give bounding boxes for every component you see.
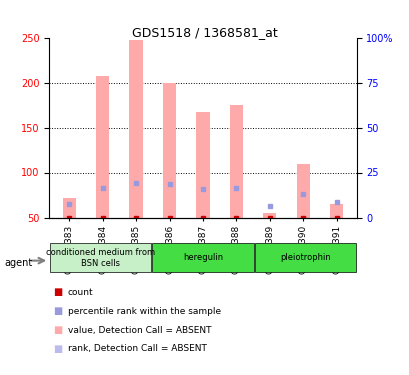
Text: conditioned medium from
BSN cells: conditioned medium from BSN cells [46, 248, 155, 267]
Text: percentile rank within the sample: percentile rank within the sample [67, 307, 220, 316]
Bar [96, 76, 109, 217]
FancyBboxPatch shape [50, 243, 151, 272]
Bar [263, 213, 276, 217]
FancyBboxPatch shape [152, 243, 253, 272]
Bar [129, 40, 142, 218]
FancyBboxPatch shape [254, 243, 355, 272]
Bar [196, 112, 209, 218]
Bar [229, 105, 243, 218]
Text: GDS1518 / 1368581_at: GDS1518 / 1368581_at [132, 26, 277, 39]
Text: ■: ■ [53, 306, 63, 316]
Text: rank, Detection Call = ABSENT: rank, Detection Call = ABSENT [67, 344, 206, 353]
Bar [162, 82, 176, 218]
Text: count: count [67, 288, 93, 297]
Text: ■: ■ [53, 325, 63, 335]
Text: value, Detection Call = ABSENT: value, Detection Call = ABSENT [67, 326, 211, 334]
Text: agent: agent [4, 258, 32, 268]
Text: ■: ■ [53, 344, 63, 354]
Bar [329, 204, 342, 218]
Bar [63, 198, 76, 217]
Bar [296, 164, 309, 218]
Text: ■: ■ [53, 288, 63, 297]
Text: pleiotrophin: pleiotrophin [279, 254, 330, 262]
Text: heregulin: heregulin [182, 254, 222, 262]
